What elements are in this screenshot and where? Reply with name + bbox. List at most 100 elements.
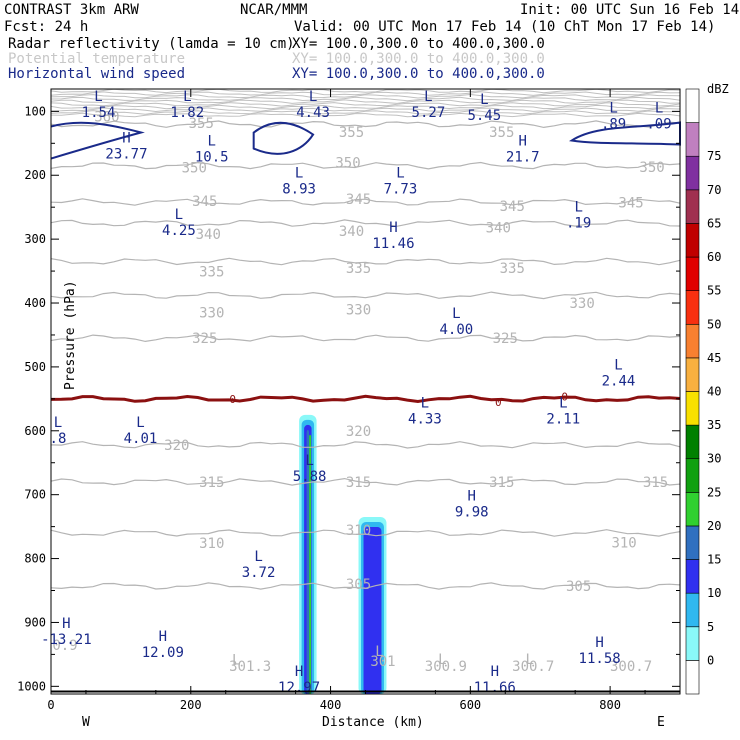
- colorbar-swatch: [685, 357, 700, 392]
- field-xy-reflectivity: XY= 100.0,300.0 to 400.0,300.0: [292, 36, 545, 52]
- theta-label: 315: [489, 475, 514, 491]
- freezing-label: 0: [561, 390, 568, 403]
- colorbar-swatch: [685, 424, 700, 460]
- theta-label: 345: [346, 192, 371, 208]
- wind-extremum-symbol: H: [491, 664, 499, 680]
- colorbar-title: dBZ: [707, 82, 729, 96]
- colorbar-swatch: [685, 290, 700, 325]
- theta-label: 335: [346, 261, 371, 277]
- colorbar-swatch: [685, 323, 700, 359]
- theta-label: 320: [346, 424, 371, 440]
- x-tick-label: 800: [599, 698, 621, 712]
- colorbar-swatch: [685, 155, 700, 191]
- colorbar-label: 20: [707, 519, 721, 533]
- field-name-reflectivity: Radar reflectivity (lamda = 10 cm): [8, 36, 295, 52]
- freezing-label: 0: [495, 396, 502, 409]
- wind-extremum-symbol: L: [208, 134, 216, 150]
- theta-label: 335: [199, 265, 224, 281]
- wind-extremum-symbol: L: [559, 396, 567, 412]
- wind-extremum-symbol: L: [305, 453, 313, 469]
- theta-label: 310: [346, 523, 371, 539]
- reflectivity-cell-2: [363, 527, 382, 694]
- freezing-level-contour: 0 0 0: [50, 390, 681, 409]
- theta-label: 301: [370, 654, 395, 670]
- theta-label: 330: [570, 296, 595, 312]
- theta-contour-330: [50, 291, 681, 300]
- freezing-level-line: [50, 394, 681, 404]
- theta-label: 0.9: [52, 638, 77, 654]
- freezing-label: 0: [229, 393, 236, 406]
- theta-contour-315: [50, 477, 681, 486]
- header-valid-time: Valid: 00 UTC Mon 17 Feb 14 (10 ChT Mon …: [294, 19, 715, 35]
- theta-label: 310: [199, 536, 224, 552]
- y-tick-label: 500: [24, 360, 46, 374]
- upper-theta-line: [50, 104, 681, 110]
- field-xy-theta: XY= 100.0,300.0 to 400.0,300.0: [292, 51, 545, 67]
- colorbar-label: 15: [707, 553, 721, 567]
- wind-extremum-symbol: L: [609, 100, 617, 116]
- theta-label: 340: [339, 224, 364, 240]
- header-model-title: CONTRAST 3km ARW: [4, 2, 139, 18]
- theta-label: 330: [199, 306, 224, 322]
- upper-theta-line: [50, 96, 681, 102]
- colorbar-swatch: [685, 492, 700, 527]
- wind-extremum-symbol: L: [396, 166, 404, 182]
- wind-extremum-value: 11.46: [372, 236, 414, 252]
- wind-extremum-value: -13.21: [41, 632, 92, 648]
- theta-contour-355: [50, 120, 681, 129]
- y-tick-label: 400: [24, 296, 46, 310]
- colorbar-swatch: [685, 256, 700, 291]
- theta-contour-305: [50, 582, 681, 590]
- theta-label: 350: [639, 160, 664, 176]
- upper-theta-line: [50, 110, 681, 115]
- theta-label: 315: [643, 475, 668, 491]
- wind-extremum-value: 10.5: [195, 150, 229, 166]
- wind-extremum-value: 1.82: [170, 105, 204, 121]
- theta-label: 305: [566, 579, 591, 595]
- upper-theta-line: [50, 91, 681, 96]
- theta-label: 325: [493, 331, 518, 347]
- colorbar-label: 40: [707, 385, 721, 399]
- wind-extremum-symbol: H: [122, 130, 130, 146]
- west-endpoint-label: W: [82, 715, 90, 730]
- colorbar-label: 65: [707, 216, 721, 230]
- jet-contour-center: [252, 121, 315, 155]
- theta-label: 305: [346, 577, 371, 593]
- field-xy-wind: XY= 100.0,300.0 to 400.0,300.0: [292, 66, 545, 82]
- y-tick-label: 1000: [17, 679, 46, 693]
- colorbar-label: 30: [707, 452, 721, 466]
- colorbar-swatch: [685, 559, 700, 594]
- wind-extremum-symbol: L: [614, 357, 622, 373]
- theta-label: 301.3: [229, 659, 271, 675]
- wind-extremum-symbol: L: [183, 89, 191, 105]
- upper-theta-line: [50, 102, 681, 107]
- colorbar-swatch: [685, 88, 700, 123]
- jet-contour-west: [50, 121, 145, 160]
- wind-extremum-symbol: L: [480, 92, 488, 108]
- y-tick-label: 700: [24, 488, 46, 502]
- theta-contour-325: [50, 334, 681, 343]
- wind-extremum-value: 4.25: [162, 223, 196, 239]
- theta-contour-310: [50, 529, 681, 537]
- x-tick-label: 400: [320, 698, 342, 712]
- wind-extremum-value: 9.98: [455, 504, 489, 520]
- wind-extremum-value: 4.01: [124, 431, 158, 447]
- wind-extremum-symbol: L: [424, 89, 432, 105]
- theta-label: L: [232, 653, 240, 669]
- colorbar-swatch: [685, 458, 700, 493]
- wind-extremum-symbol: L: [295, 166, 303, 182]
- wind-extremum-symbol: H: [468, 488, 476, 504]
- colorbar-swatch: [685, 660, 700, 695]
- header-institution: NCAR/MMM: [240, 2, 307, 18]
- colorbar-label: 10: [707, 586, 721, 600]
- wind-extremum-value: .19: [566, 215, 591, 231]
- colorbar-label: 5: [707, 620, 714, 634]
- wind-extremum-value: 11.58: [579, 651, 621, 667]
- wind-extremum-value: 4.43: [296, 105, 330, 121]
- theta-label: 360: [94, 109, 119, 125]
- colorbar-swatch: [685, 189, 700, 224]
- theta-label: 355: [489, 125, 514, 141]
- theta-contour-350: [50, 161, 681, 170]
